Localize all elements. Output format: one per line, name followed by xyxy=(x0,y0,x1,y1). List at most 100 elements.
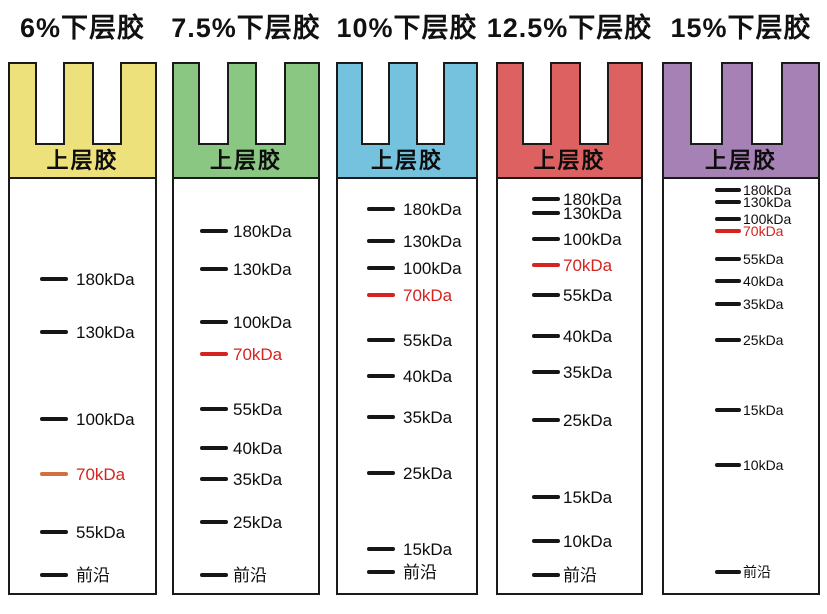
band-line xyxy=(715,407,741,413)
band-line xyxy=(40,572,68,578)
band-35kDa: 35kDa xyxy=(715,294,783,314)
band-label: 25kDa xyxy=(233,512,283,532)
band-label: 180kDa xyxy=(743,182,792,198)
band-label: 10kDa xyxy=(563,531,613,551)
band-70kDa: 70kDa xyxy=(532,255,612,275)
band-line xyxy=(532,572,560,578)
gel-panel-6pct: 6%下层胶 上层胶 180kDa 130kDa 100kDa 70kDa 55kDa 前沿 xyxy=(8,0,157,614)
band-line xyxy=(367,292,395,298)
well xyxy=(690,61,723,145)
band-label: 35kDa xyxy=(233,469,283,489)
band-line xyxy=(715,187,741,193)
band-40kDa: 40kDa xyxy=(367,366,452,386)
band-line xyxy=(40,471,68,477)
band-line xyxy=(367,569,395,575)
band-15kDa: 15kDa xyxy=(367,539,452,559)
band-10kDa: 10kDa xyxy=(532,531,612,551)
band-line xyxy=(40,276,68,282)
band-100kDa: 100kDa xyxy=(532,229,622,249)
gel-panel-7-5pct: 7.5%下层胶 上层胶 180kDa 130kDa 100kDa 70kDa 55kDa… xyxy=(171,0,320,614)
band-label: 55kDa xyxy=(743,251,784,267)
gel-outline: 上层胶 180kDa 130kDa 100kDa 70kDa 55kDa 40kDa 35k… xyxy=(662,61,820,595)
band-label: 10kDa xyxy=(743,457,784,473)
upper-gel-label: 上层胶 xyxy=(704,148,777,173)
band-label: 15kDa xyxy=(563,487,613,507)
band-100kDa: 100kDa xyxy=(715,209,791,229)
band-label: 100kDa xyxy=(76,409,135,429)
band-55kDa: 55kDa xyxy=(715,249,783,269)
band-label: 40kDa xyxy=(563,326,613,346)
band-line xyxy=(200,228,228,234)
band-70kDa: 70kDa xyxy=(200,344,282,364)
upper-gel: 上层胶 xyxy=(664,61,818,179)
band-15kDa: 15kDa xyxy=(715,400,783,420)
band-40kDa: 40kDa xyxy=(715,271,783,291)
band-line xyxy=(200,266,228,272)
band-55kDa: 55kDa xyxy=(40,522,125,542)
band-line xyxy=(367,337,395,343)
band-line xyxy=(715,301,741,307)
well xyxy=(255,61,286,145)
band-130kDa: 130kDa xyxy=(200,259,292,279)
band-100kDa: 100kDa xyxy=(40,409,135,429)
band-35kDa: 35kDa xyxy=(367,407,452,427)
band-15kDa: 15kDa xyxy=(532,487,612,507)
upper-gel-label: 上层胶 xyxy=(46,148,119,173)
band-label: 25kDa xyxy=(743,332,784,348)
band-label: 130kDa xyxy=(563,203,622,223)
band-25kDa: 25kDa xyxy=(200,512,282,532)
band-label: 70kDa xyxy=(563,255,613,275)
gel-outline: 上层胶 180kDa 130kDa 100kDa 70kDa 55kDa 40kDa 35k… xyxy=(172,61,320,595)
band-line xyxy=(200,519,228,525)
band-100kDa: 100kDa xyxy=(200,312,292,332)
upper-gel-label: 上层胶 xyxy=(370,148,443,173)
band-label: 35kDa xyxy=(403,407,453,427)
band-line xyxy=(532,417,560,423)
band-line xyxy=(532,369,560,375)
band-line xyxy=(532,494,560,500)
well xyxy=(198,61,229,145)
band-label: 130kDa xyxy=(743,194,792,210)
band-line xyxy=(367,546,395,552)
gel-panel-15pct: 15%下层胶 上层胶 180kDa 130kDa 100kDa 70kDa 55kDa 4… xyxy=(662,0,820,614)
band-10kDa: 10kDa xyxy=(715,455,783,475)
upper-gel-label: 上层胶 xyxy=(533,148,606,173)
band-line xyxy=(40,529,68,535)
band-180kDa: 180kDa xyxy=(715,180,791,200)
band-line xyxy=(532,210,560,216)
well xyxy=(578,61,609,145)
band-line xyxy=(532,236,560,242)
band-label: 40kDa xyxy=(403,366,453,386)
band-line xyxy=(532,196,560,202)
band-label: 35kDa xyxy=(743,296,784,312)
well xyxy=(415,61,445,145)
band-40kDa: 40kDa xyxy=(532,326,612,346)
band-label: 70kDa xyxy=(233,344,283,364)
band-label: 40kDa xyxy=(743,273,784,289)
band-前沿: 前沿 xyxy=(367,562,437,582)
band-label: 100kDa xyxy=(563,229,622,249)
band-label: 180kDa xyxy=(76,269,135,289)
band-line xyxy=(715,199,741,205)
band-180kDa: 180kDa xyxy=(200,221,292,241)
band-label: 70kDa xyxy=(403,285,453,305)
band-70kDa: 70kDa xyxy=(40,464,125,484)
band-line xyxy=(367,414,395,420)
gel-panel-10pct: 10%下层胶 上层胶 180kDa 130kDa 100kDa 70kDa 55kDa 4… xyxy=(336,0,478,614)
band-前沿: 前沿 xyxy=(40,565,110,585)
band-line xyxy=(200,445,228,451)
panel-title: 15%下层胶 xyxy=(670,13,812,43)
gel-outline: 上层胶 180kDa 130kDa 100kDa 70kDa 55kDa 前沿 xyxy=(8,61,157,595)
band-line xyxy=(715,278,741,284)
band-130kDa: 130kDa xyxy=(40,322,135,342)
band-55kDa: 55kDa xyxy=(367,330,452,350)
upper-gel: 上层胶 xyxy=(338,61,476,179)
band-55kDa: 55kDa xyxy=(532,285,612,305)
band-line xyxy=(40,416,68,422)
well xyxy=(751,61,784,145)
band-label: 55kDa xyxy=(403,330,453,350)
band-label: 25kDa xyxy=(403,463,453,483)
band-label: 前沿 xyxy=(403,562,437,582)
band-label: 100kDa xyxy=(743,211,792,227)
